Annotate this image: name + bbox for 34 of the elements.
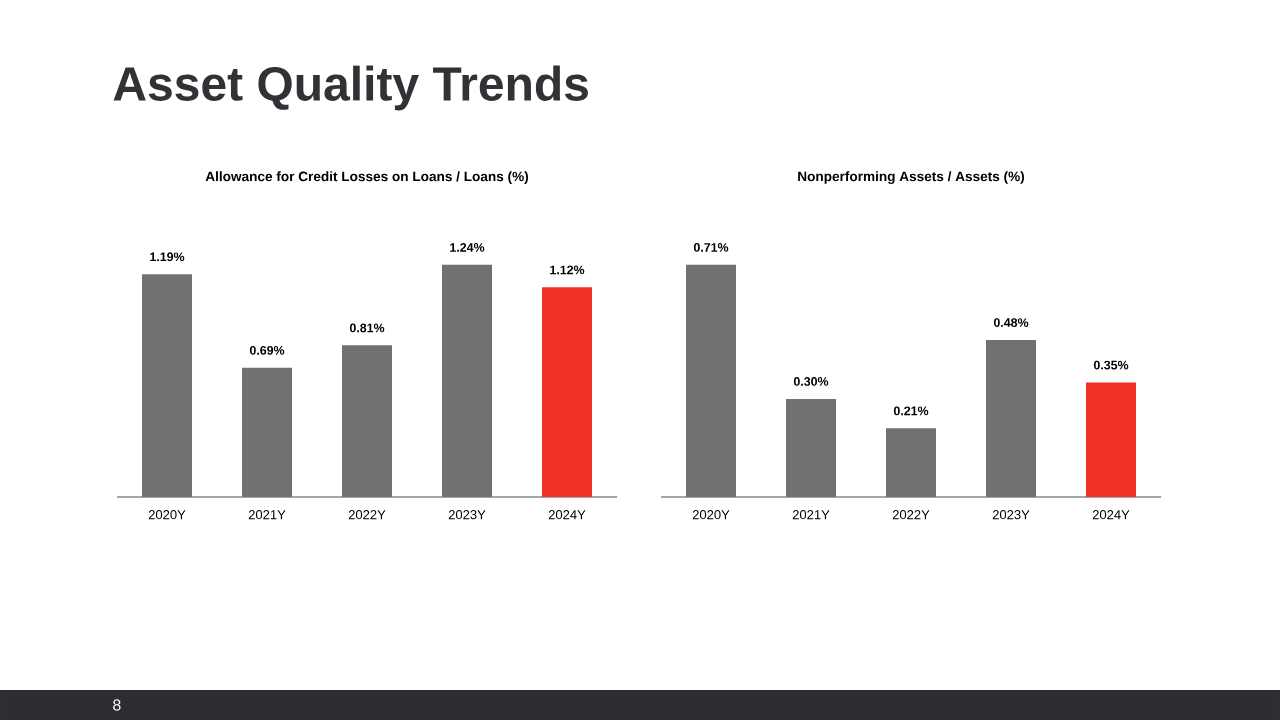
data-label: 0.35% [1093, 360, 1129, 370]
chart-title: Nonperforming Assets / Assets (%) [798, 171, 1025, 184]
bar [986, 340, 1036, 497]
data-label: 0.71% [693, 243, 729, 252]
bar [786, 398, 837, 497]
x-tick-label: 2021Y [248, 510, 286, 520]
x-tick-label: 2024Y [548, 510, 586, 520]
x-tick-label: 2023Y [448, 510, 486, 520]
x-tick-label: 2024Y [1092, 510, 1130, 520]
x-tick-label: 2022Y [892, 510, 930, 520]
data-label: 1.24% [450, 243, 485, 252]
x-tick-label: 2021Y [792, 510, 830, 520]
bar [686, 264, 737, 497]
bar [142, 274, 192, 497]
x-tick-label: 2020Y [148, 510, 186, 520]
data-label: 1.12% [550, 265, 585, 275]
x-tick-label: 2023Y [992, 510, 1030, 520]
data-label: 0.30% [793, 377, 829, 386]
data-label: 1.19% [150, 252, 185, 262]
chart-title: Allowance for Credit Losses on Loans / Loans (%) [205, 171, 529, 184]
bar [442, 264, 492, 497]
x-tick-label: 2022Y [348, 510, 386, 520]
bar [542, 287, 593, 497]
text: Asset Quality Trends [113, 65, 588, 111]
data-label: 0.81% [349, 323, 385, 333]
data-label: 0.21% [893, 406, 929, 416]
bar [1086, 382, 1137, 497]
bar [342, 345, 393, 497]
data-label: 0.69% [249, 345, 285, 355]
data-label: 0.48% [993, 318, 1029, 327]
text: 8 [113, 699, 121, 711]
x-tick-label: 2020Y [692, 510, 730, 520]
bar [242, 367, 293, 497]
bar [886, 428, 937, 497]
